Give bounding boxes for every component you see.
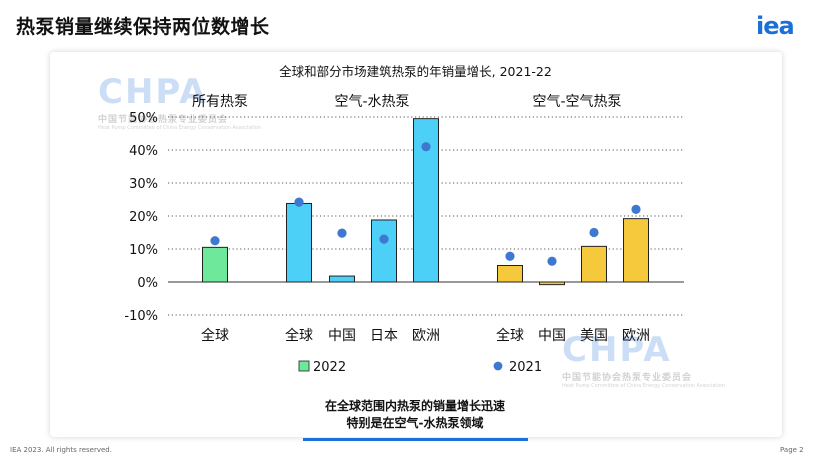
bar-2022 [623, 218, 649, 283]
marker-2021 [589, 227, 599, 238]
x-tick-label: 中国 [538, 328, 566, 344]
bar-2022 [539, 281, 565, 286]
group-label: 空气-水热泵 [334, 94, 409, 110]
marker-2021 [421, 142, 431, 152]
page-title: 热泵销量继续保持两位数增长 [16, 16, 270, 38]
chart-title: 全球和部分市场建筑热泵的年销量增长, 2021-22 [279, 64, 552, 79]
marker-2021 [505, 251, 515, 261]
group-label: 空气-空气热泵 [532, 94, 621, 110]
x-tick-label: 全球 [285, 327, 313, 344]
marker-2021 [547, 256, 557, 266]
marker-2021 [379, 234, 389, 244]
y-tick-label: 30% [129, 177, 158, 192]
legend-swatch-2022 [298, 360, 310, 372]
legend-marker-2021 [493, 361, 503, 371]
y-tick-label: 10% [129, 243, 158, 258]
bar-2022 [202, 246, 228, 283]
marker-2021 [631, 204, 641, 214]
marker-2021 [294, 197, 304, 207]
iea-logo: iea [756, 12, 795, 40]
y-tick-label: 40% [129, 144, 158, 159]
callout-text: 在全球范围内热泵的销量增长迅速 特别是在空气-水热泵领域 [240, 398, 590, 432]
legend-label-2022: 2022 [313, 360, 346, 375]
x-tick-label: 中国 [328, 328, 356, 344]
marker-2021 [210, 236, 220, 246]
marker-2021 [337, 228, 347, 238]
y-tick-label: -10% [124, 309, 158, 324]
y-tick-label: 20% [129, 210, 158, 225]
group-label: 所有热泵 [192, 94, 248, 110]
x-tick-label: 日本 [370, 328, 398, 344]
bar-2022 [286, 202, 312, 283]
callout-line-2: 特别是在空气-水热泵领域 [346, 416, 484, 430]
x-tick-label: 全球 [201, 327, 229, 344]
bar-2022 [329, 275, 355, 283]
x-tick-label: 欧洲 [622, 328, 650, 344]
callout-line-1: 在全球范围内热泵的销量增长迅速 [324, 399, 505, 413]
bar-2022 [497, 265, 523, 283]
x-tick-label: 美国 [580, 328, 608, 344]
x-tick-label: 欧洲 [412, 328, 440, 344]
x-tick-label: 全球 [496, 327, 524, 344]
copyright-footer: IEA 2023. All rights reserved. [10, 446, 112, 454]
callout-underline [303, 438, 528, 441]
bar-2022 [581, 245, 607, 283]
y-tick-label: 50% [129, 111, 158, 126]
bar-2022 [371, 219, 397, 283]
y-tick-label: 0% [137, 276, 158, 291]
legend-label-2021: 2021 [509, 360, 542, 375]
page-number: Page 2 [780, 446, 804, 454]
